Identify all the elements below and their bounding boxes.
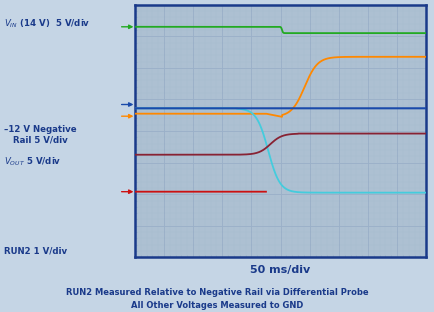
Text: All Other Voltages Measured to GND: All Other Voltages Measured to GND xyxy=(131,301,303,310)
Text: –12 V Negative
   Rail 5 V/div: –12 V Negative Rail 5 V/div xyxy=(4,125,77,145)
Text: RUN2 Measured Relative to Negative Rail via Differential Probe: RUN2 Measured Relative to Negative Rail … xyxy=(66,288,368,297)
Text: $V_{IN}$ (14 V)  5 V/div: $V_{IN}$ (14 V) 5 V/div xyxy=(4,17,91,30)
Text: RUN2 1 V/div: RUN2 1 V/div xyxy=(4,246,67,256)
Text: $V_{OUT}$ 5 V/div: $V_{OUT}$ 5 V/div xyxy=(4,156,62,168)
X-axis label: 50 ms/div: 50 ms/div xyxy=(250,265,310,275)
